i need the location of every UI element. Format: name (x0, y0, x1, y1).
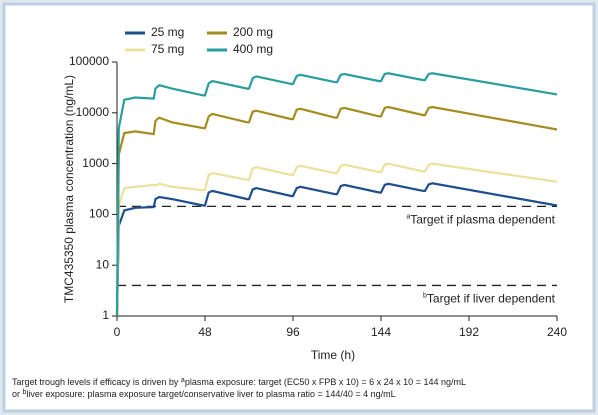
reference-text: Target if liver dependent (427, 292, 556, 306)
x-tick-label: 240 (547, 325, 567, 339)
x-axis-label: Time (h) (311, 348, 355, 362)
footnote-text: liver exposure: plasma exposure target/c… (26, 389, 395, 399)
footnote-text: Target trough levels if efficacy is driv… (12, 377, 181, 387)
footnote-text: or (12, 389, 23, 399)
footnote: or bliver exposure: plasma exposure targ… (12, 389, 396, 400)
legend-label: 25 mg (151, 25, 184, 39)
y-tick-label: 100000 (69, 54, 109, 68)
y-tick-label: 10000 (76, 105, 110, 119)
y-tick-label: 100 (89, 207, 109, 221)
series-line (115, 105, 558, 317)
x-tick-label: 48 (198, 325, 212, 339)
x-tick-label: 192 (459, 325, 479, 339)
reference-text: Target if plasma dependent (410, 213, 555, 227)
reference-note: a (406, 213, 410, 220)
footnote-note: a (181, 377, 185, 384)
reference-label: bTarget if liver dependent (423, 292, 556, 306)
series-line (115, 182, 558, 317)
x-tick-label: 96 (286, 325, 300, 339)
legend-label: 75 mg (151, 42, 184, 56)
legend-label: 200 mg (233, 25, 273, 39)
reference-label: aTarget if plasma dependent (406, 213, 555, 227)
footnote-note: b (23, 389, 27, 396)
legend-label: 400 mg (233, 42, 273, 56)
y-tick-label: 10 (96, 257, 110, 271)
series-line (115, 162, 558, 317)
x-tick-label: 144 (371, 325, 391, 339)
y-tick-label: 1 (102, 308, 109, 322)
footnote-text: plasma exposure: target (EC50 x FPB x 10… (185, 377, 466, 387)
footnote: Target trough levels if efficacy is driv… (12, 377, 466, 388)
reference-note: b (423, 292, 427, 299)
y-tick-label: 1000 (82, 156, 109, 170)
series-line (115, 72, 558, 317)
y-axis-label: TMC435350 plasma concentration (ng/mL) (62, 75, 76, 303)
x-tick-label: 0 (114, 325, 121, 339)
